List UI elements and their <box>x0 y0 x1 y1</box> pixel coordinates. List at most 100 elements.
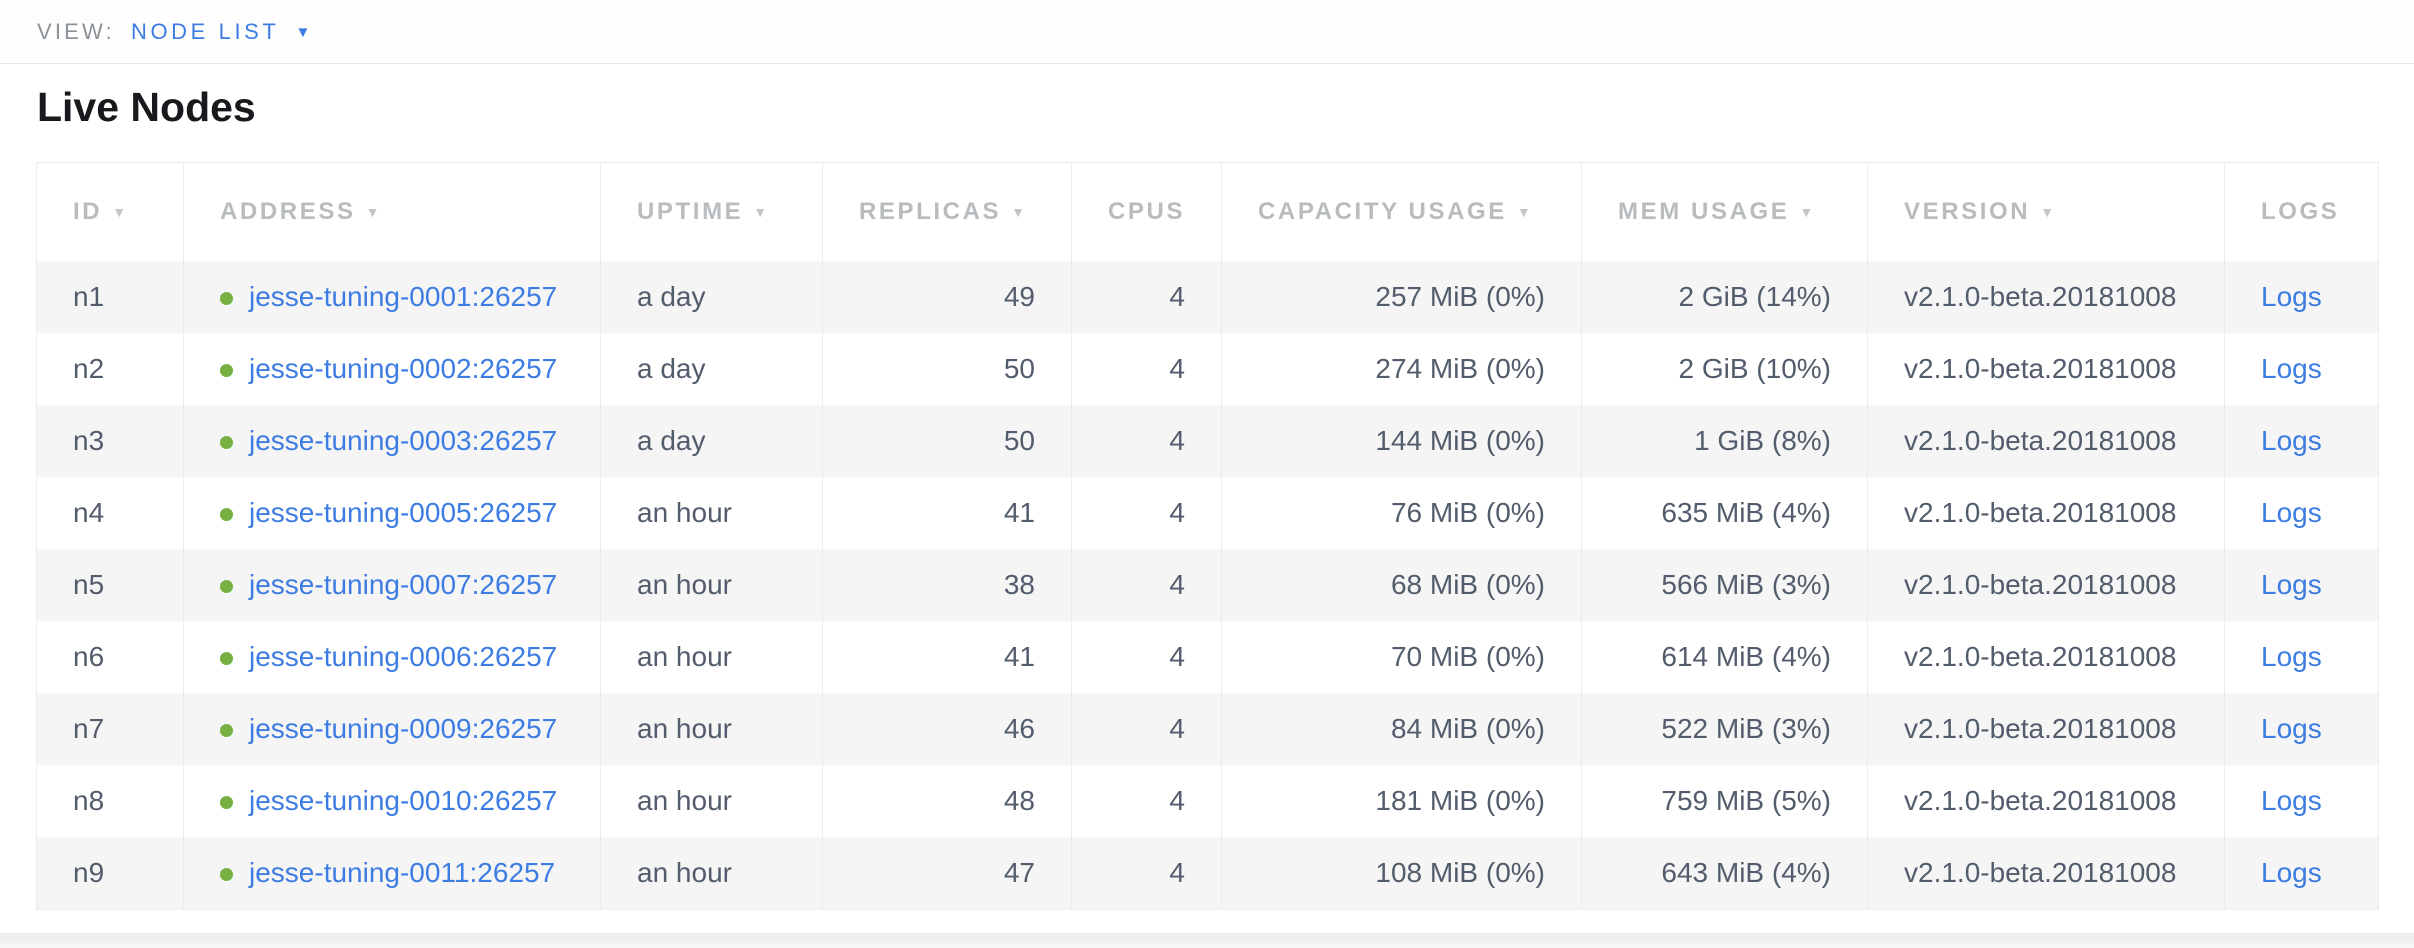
cell-logs: Logs <box>2224 333 2379 405</box>
cell-id: n5 <box>36 549 184 621</box>
column-header-label: CAPACITY USAGE <box>1258 198 1507 225</box>
column-header-mem[interactable]: MEM USAGE ▼ <box>1581 162 1868 261</box>
cell-cpus: 4 <box>1071 621 1222 693</box>
cell-uptime: an hour <box>600 837 823 910</box>
logs-link[interactable]: Logs <box>2261 569 2322 600</box>
column-header-address[interactable]: ADDRESS ▼ <box>183 162 601 261</box>
column-header-label: ID <box>73 198 103 225</box>
column-header-label: MEM USAGE <box>1618 198 1790 225</box>
cell-id: n2 <box>36 333 184 405</box>
node-address-link[interactable]: jesse-tuning-0007:26257 <box>249 569 558 600</box>
table-row: n7 jesse-tuning-0009:26257 an hour 46 4 84 Mi… <box>36 693 2379 765</box>
sort-desc-icon: ▼ <box>112 204 129 220</box>
table-row: n8 jesse-tuning-0010:26257 an hour 48 4 181 M… <box>36 765 2379 837</box>
cell-mem: 635 MiB (4%) <box>1581 477 1868 549</box>
node-address-link[interactable]: jesse-tuning-0001:26257 <box>249 281 558 312</box>
cell-cpus: 4 <box>1071 549 1222 621</box>
cell-capacity: 76 MiB (0%) <box>1221 477 1582 549</box>
cell-mem: 759 MiB (5%) <box>1581 765 1868 837</box>
cell-capacity: 144 MiB (0%) <box>1221 405 1582 477</box>
sort-desc-icon: ▼ <box>753 204 770 220</box>
sort-desc-icon: ▼ <box>2040 204 2057 220</box>
column-header-uptime[interactable]: UPTIME ▼ <box>600 162 823 261</box>
cell-version: v2.1.0-beta.20181008 <box>1867 621 2225 693</box>
cell-capacity: 257 MiB (0%) <box>1221 261 1582 333</box>
logs-link[interactable]: Logs <box>2261 713 2322 744</box>
cell-logs: Logs <box>2224 621 2379 693</box>
cell-cpus: 4 <box>1071 693 1222 765</box>
column-header-logs: LOGS <box>2224 162 2379 261</box>
logs-link[interactable]: Logs <box>2261 497 2322 528</box>
cell-replicas: 41 <box>822 621 1072 693</box>
node-address-link[interactable]: jesse-tuning-0003:26257 <box>249 425 558 456</box>
column-header-cpus: CPUS <box>1071 162 1222 261</box>
logs-link[interactable]: Logs <box>2261 425 2322 456</box>
column-header-label: VERSION <box>1904 198 2031 225</box>
cell-cpus: 4 <box>1071 261 1222 333</box>
logs-link[interactable]: Logs <box>2261 281 2322 312</box>
cell-capacity: 274 MiB (0%) <box>1221 333 1582 405</box>
cell-capacity: 181 MiB (0%) <box>1221 765 1582 837</box>
logs-link[interactable]: Logs <box>2261 857 2322 888</box>
node-address-link[interactable]: jesse-tuning-0002:26257 <box>249 353 558 384</box>
cell-logs: Logs <box>2224 693 2379 765</box>
cell-mem: 2 GiB (14%) <box>1581 261 1868 333</box>
cell-uptime: an hour <box>600 765 823 837</box>
node-address-link[interactable]: jesse-tuning-0006:26257 <box>249 641 558 672</box>
cell-logs: Logs <box>2224 837 2379 910</box>
cell-logs: Logs <box>2224 765 2379 837</box>
cell-uptime: an hour <box>600 549 823 621</box>
column-header-id[interactable]: ID ▼ <box>36 162 184 261</box>
cell-logs: Logs <box>2224 261 2379 333</box>
cell-version: v2.1.0-beta.20181008 <box>1867 837 2225 910</box>
node-address-link[interactable]: jesse-tuning-0005:26257 <box>249 497 558 528</box>
node-address-link[interactable]: jesse-tuning-0011:26257 <box>249 857 556 888</box>
cell-id: n1 <box>36 261 184 333</box>
cell-replicas: 46 <box>822 693 1072 765</box>
cell-id: n8 <box>36 765 184 837</box>
cell-mem: 643 MiB (4%) <box>1581 837 1868 910</box>
column-header-version[interactable]: VERSION ▼ <box>1867 162 2225 261</box>
node-live-status-dot-icon <box>220 796 233 809</box>
cell-uptime: a day <box>600 405 823 477</box>
cell-replicas: 47 <box>822 837 1072 910</box>
cell-replicas: 50 <box>822 405 1072 477</box>
cell-capacity: 70 MiB (0%) <box>1221 621 1582 693</box>
column-header-capacity[interactable]: CAPACITY USAGE ▼ <box>1221 162 1582 261</box>
node-address-link[interactable]: jesse-tuning-0010:26257 <box>249 785 558 816</box>
cell-mem: 2 GiB (10%) <box>1581 333 1868 405</box>
cell-uptime: a day <box>600 261 823 333</box>
cell-replicas: 41 <box>822 477 1072 549</box>
cell-mem: 566 MiB (3%) <box>1581 549 1868 621</box>
cell-uptime: an hour <box>600 693 823 765</box>
cell-id: n4 <box>36 477 184 549</box>
table-row: n6 jesse-tuning-0006:26257 an hour 41 4 70 Mi… <box>36 621 2379 693</box>
view-selector-dropdown[interactable]: NODE LIST ▼ <box>131 19 310 45</box>
cell-address: jesse-tuning-0011:26257 <box>183 837 601 910</box>
cell-replicas: 49 <box>822 261 1072 333</box>
cell-capacity: 84 MiB (0%) <box>1221 693 1582 765</box>
table-header: ID ▼ ADDRESS ▼ UPTIME ▼ REPLICAS ▼ CPUS CAPACITY … <box>36 162 2379 261</box>
column-header-label: CPUS <box>1108 198 1186 225</box>
view-label: VIEW: <box>37 18 115 44</box>
cell-capacity: 68 MiB (0%) <box>1221 549 1582 621</box>
table-row: n9 jesse-tuning-0011:26257 an hour 47 4 108 M… <box>36 837 2379 910</box>
table-body: n1 jesse-tuning-0001:26257 a day 49 4 257 MiB… <box>36 261 2379 910</box>
cell-replicas: 48 <box>822 765 1072 837</box>
cell-address: jesse-tuning-0002:26257 <box>183 333 601 405</box>
cell-id: n6 <box>36 621 184 693</box>
logs-link[interactable]: Logs <box>2261 641 2322 672</box>
page-title: Live Nodes <box>37 84 256 130</box>
cell-cpus: 4 <box>1071 405 1222 477</box>
cell-version: v2.1.0-beta.20181008 <box>1867 693 2225 765</box>
node-live-status-dot-icon <box>220 724 233 737</box>
logs-link[interactable]: Logs <box>2261 785 2322 816</box>
node-address-link[interactable]: jesse-tuning-0009:26257 <box>249 713 558 744</box>
cell-version: v2.1.0-beta.20181008 <box>1867 765 2225 837</box>
column-header-label: LOGS <box>2261 198 2340 225</box>
node-live-status-dot-icon <box>220 436 233 449</box>
table-header-row: ID ▼ ADDRESS ▼ UPTIME ▼ REPLICAS ▼ CPUS CAPACITY … <box>36 162 2379 261</box>
bottom-divider <box>0 933 2414 948</box>
logs-link[interactable]: Logs <box>2261 353 2322 384</box>
column-header-replicas[interactable]: REPLICAS ▼ <box>822 162 1072 261</box>
